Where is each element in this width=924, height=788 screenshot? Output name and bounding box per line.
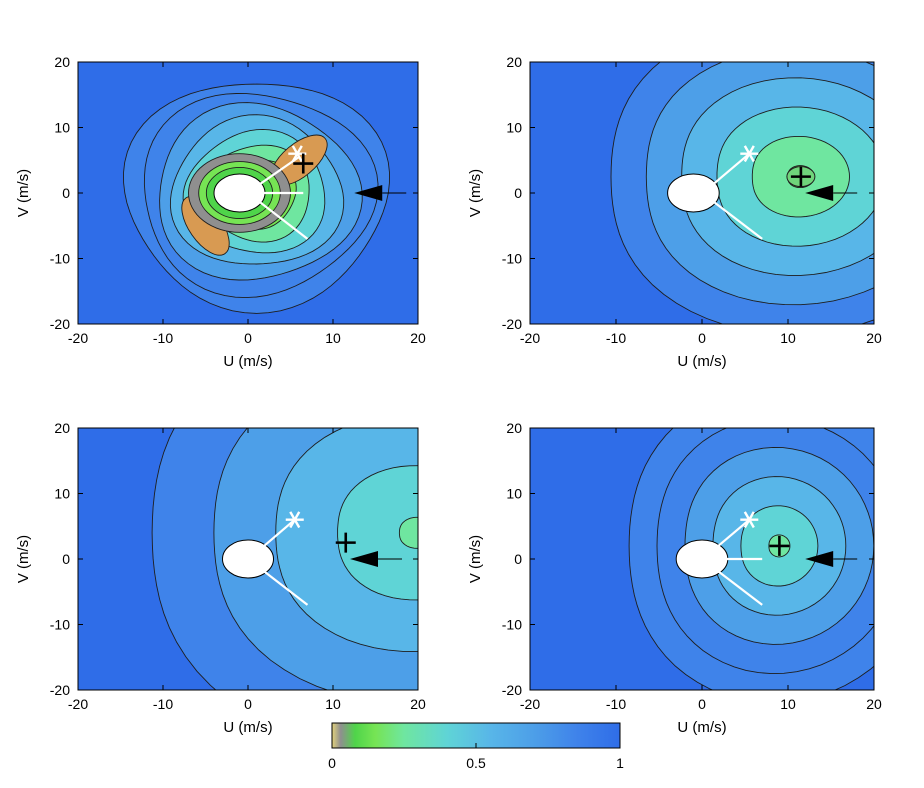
y-tick-label: -20 bbox=[50, 316, 70, 332]
white-ray bbox=[255, 198, 309, 240]
x-tick-label: -20 bbox=[68, 330, 88, 346]
star-marker bbox=[285, 511, 304, 529]
white-ray bbox=[709, 198, 763, 240]
arrow-marker bbox=[350, 551, 402, 567]
y-axis-label: V (m/s) bbox=[467, 169, 484, 217]
panel-top-right: -20 -10 0 10 20 20 10 0 -10 -20 U (m/s) V (m/s) bbox=[467, 54, 882, 370]
contour-field bbox=[78, 62, 418, 324]
x-tick-label: -20 bbox=[520, 696, 540, 712]
x-tick-label: -10 bbox=[153, 696, 173, 712]
x-tick-label: -10 bbox=[153, 330, 173, 346]
y-tick-label: -20 bbox=[502, 682, 522, 698]
y-tick-label: -20 bbox=[502, 316, 522, 332]
x-tick-label: 10 bbox=[325, 696, 341, 712]
panel-bottom-left: -20 -10 0 10 20 20 10 0 -10 -20 U (m/s) V (m/s) bbox=[15, 420, 426, 736]
y-tick-label: -20 bbox=[50, 682, 70, 698]
y-tick-label: -10 bbox=[50, 251, 70, 267]
white-ray bbox=[255, 564, 309, 606]
x-tick-label: 0 bbox=[698, 330, 706, 346]
y-tick-label: 20 bbox=[54, 420, 70, 436]
star-marker bbox=[740, 145, 759, 163]
x-tick-label: 20 bbox=[410, 696, 426, 712]
y-tick-label: 10 bbox=[506, 486, 522, 502]
x-tick-label: 10 bbox=[325, 330, 341, 346]
y-axis-label: V (m/s) bbox=[15, 535, 32, 583]
y-tick-label: 0 bbox=[514, 551, 522, 567]
arrow-marker bbox=[805, 185, 858, 201]
y-axis-label: V (m/s) bbox=[467, 535, 484, 583]
x-tick-label: 20 bbox=[866, 696, 882, 712]
y-tick-label: 10 bbox=[506, 120, 522, 136]
colorbar-tick-label: 1 bbox=[616, 755, 624, 771]
y-tick-label: 20 bbox=[506, 54, 522, 70]
y-tick-label: -10 bbox=[502, 617, 522, 633]
x-tick-label: -10 bbox=[606, 330, 626, 346]
y-tick-label: 10 bbox=[54, 120, 70, 136]
white-ray bbox=[255, 156, 300, 188]
x-tick-label: 10 bbox=[780, 330, 796, 346]
plus-marker bbox=[769, 535, 790, 556]
y-tick-label: 10 bbox=[54, 486, 70, 502]
x-tick-label: -10 bbox=[606, 696, 626, 712]
y-tick-label: 20 bbox=[54, 54, 70, 70]
y-tick-label: 0 bbox=[514, 185, 522, 201]
x-tick-label: 20 bbox=[866, 330, 882, 346]
x-axis-label: U (m/s) bbox=[223, 719, 272, 736]
panel-bottom-right: -20 -10 0 10 20 20 10 0 -10 -20 U (m/s) V (m/s) bbox=[467, 420, 882, 736]
arrow-marker bbox=[354, 185, 407, 201]
x-tick-label: 10 bbox=[780, 696, 796, 712]
obstacle-ellipse bbox=[667, 173, 720, 213]
star-marker bbox=[740, 511, 759, 529]
y-axis-label: V (m/s) bbox=[15, 169, 32, 217]
x-tick-label: 0 bbox=[244, 330, 252, 346]
white-ray bbox=[709, 152, 751, 188]
y-tick-label: -10 bbox=[50, 617, 70, 633]
panel-top-left: -20 -10 0 10 20 20 10 0 -10 -20 U (m/s) V (m/s) bbox=[15, 54, 426, 370]
white-ray bbox=[709, 518, 751, 554]
plus-marker bbox=[790, 166, 811, 187]
x-tick-label: 20 bbox=[410, 330, 426, 346]
contour-field bbox=[78, 428, 418, 690]
y-tick-label: -10 bbox=[502, 251, 522, 267]
x-axis-label: U (m/s) bbox=[677, 719, 726, 736]
colorbar-tick-label: 0.5 bbox=[466, 755, 486, 771]
arrow-marker bbox=[805, 551, 858, 567]
contour-level bbox=[337, 465, 418, 601]
contour-field bbox=[530, 62, 874, 324]
white-ray bbox=[255, 518, 296, 554]
y-tick-label: 0 bbox=[62, 185, 70, 201]
colorbar: 0 0.5 1 bbox=[328, 722, 624, 771]
x-tick-label: -20 bbox=[520, 330, 540, 346]
colorbar-tick-label: 0 bbox=[328, 755, 336, 771]
x-tick-label: 0 bbox=[698, 696, 706, 712]
contour-field bbox=[530, 428, 874, 690]
x-tick-label: 0 bbox=[244, 696, 252, 712]
x-axis-label: U (m/s) bbox=[223, 353, 272, 370]
contour-level bbox=[398, 516, 418, 549]
y-tick-label: 0 bbox=[62, 551, 70, 567]
plus-marker bbox=[335, 532, 356, 553]
x-tick-label: -20 bbox=[68, 696, 88, 712]
plus-marker bbox=[293, 153, 314, 174]
y-tick-label: 20 bbox=[506, 420, 522, 436]
x-axis-label: U (m/s) bbox=[677, 353, 726, 370]
white-ray bbox=[709, 564, 763, 606]
